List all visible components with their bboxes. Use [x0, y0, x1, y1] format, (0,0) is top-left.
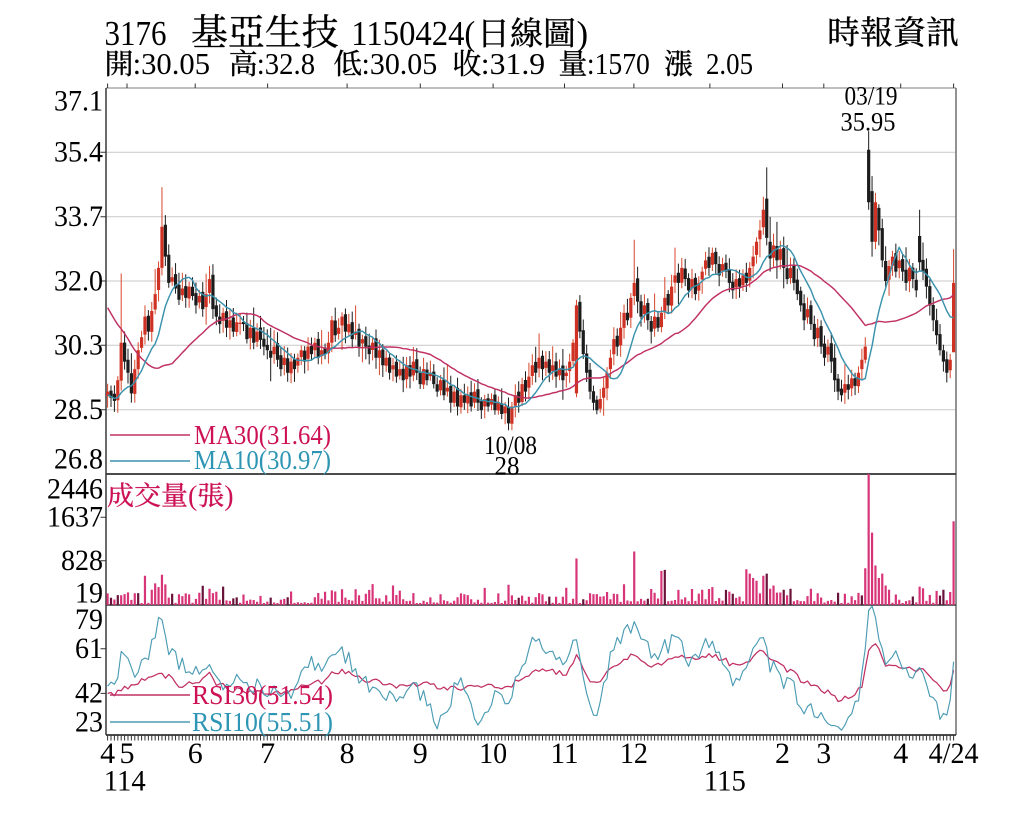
svg-text::31.9: :31.9 [481, 46, 545, 81]
svg-text:2.05: 2.05 [706, 46, 753, 81]
svg-text:): ) [577, 14, 589, 53]
svg-text:12: 12 [620, 737, 648, 770]
svg-text::32.8: :32.8 [257, 46, 315, 81]
svg-text:2: 2 [775, 737, 790, 770]
svg-text:33.7: 33.7 [54, 200, 103, 233]
svg-text:35.95: 35.95 [841, 107, 896, 136]
svg-text:79: 79 [75, 603, 103, 636]
svg-text:828: 828 [61, 544, 103, 577]
svg-text:61: 61 [75, 632, 103, 665]
svg-text:(: ( [188, 481, 197, 512]
svg-text:23: 23 [75, 705, 103, 738]
svg-text:42: 42 [75, 677, 103, 710]
svg-text:10/08: 10/08 [484, 431, 537, 460]
svg-text:RSI10(55.51): RSI10(55.51) [192, 707, 333, 737]
svg-text:10: 10 [479, 737, 507, 770]
svg-text:8: 8 [340, 737, 355, 770]
svg-text::1570: :1570 [587, 46, 650, 81]
svg-text:MA30(31.64): MA30(31.64) [194, 420, 331, 450]
svg-text:9: 9 [413, 737, 428, 770]
svg-text:RSI30(51.54): RSI30(51.54) [192, 680, 333, 710]
svg-text:MA10(30.97): MA10(30.97) [194, 445, 331, 475]
svg-text:4: 4 [893, 737, 908, 770]
svg-text:1: 1 [702, 737, 717, 770]
svg-text:28: 28 [495, 451, 520, 480]
svg-text:3: 3 [816, 737, 831, 770]
svg-text:4/24: 4/24 [929, 737, 979, 770]
svg-text:4: 4 [100, 737, 115, 770]
svg-text::30.05: :30.05 [362, 46, 438, 81]
svg-text:32.0: 32.0 [54, 264, 103, 297]
svg-text:5: 5 [120, 737, 135, 770]
svg-text:1637: 1637 [47, 501, 103, 534]
svg-text:26.8: 26.8 [54, 442, 103, 475]
svg-text:3176: 3176 [105, 14, 167, 53]
svg-text:1150424(: 1150424( [351, 14, 475, 53]
svg-text:03/19: 03/19 [845, 81, 898, 110]
svg-text:): ) [224, 481, 233, 512]
svg-text:37.1: 37.1 [54, 84, 103, 117]
svg-text:11: 11 [551, 737, 579, 770]
svg-text:19: 19 [75, 577, 103, 610]
svg-text::30.05: :30.05 [133, 46, 211, 81]
svg-text:30.3: 30.3 [54, 329, 103, 362]
svg-text:7: 7 [260, 737, 275, 770]
svg-text:114: 114 [104, 764, 146, 797]
svg-text:2446: 2446 [47, 472, 103, 505]
svg-text:28.5: 28.5 [54, 393, 103, 426]
svg-text:35.4: 35.4 [54, 136, 103, 169]
svg-text:6: 6 [188, 737, 203, 770]
svg-text:115: 115 [704, 764, 746, 797]
